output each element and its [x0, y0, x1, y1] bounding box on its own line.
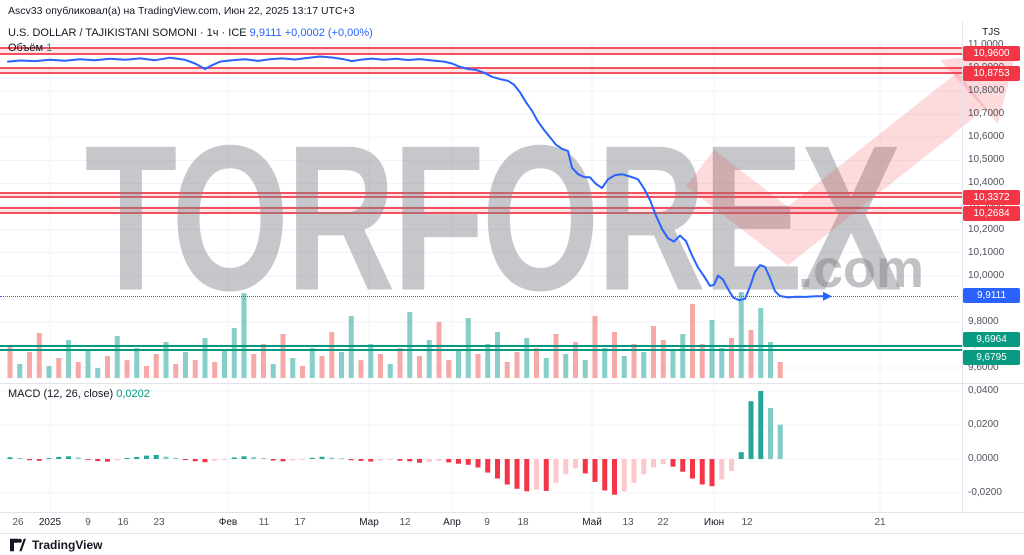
- price-axis-tick: 10,5000: [968, 154, 1005, 166]
- time-axis-divider: [0, 512, 1024, 513]
- price-axis-border: [962, 22, 963, 512]
- time-axis-label: 26: [12, 517, 24, 528]
- price-badge: 10,3372: [963, 189, 1020, 205]
- price-axis-tick: 9,6000: [968, 361, 999, 373]
- price-axis-tick: 10,4000: [968, 177, 1005, 189]
- macd-histogram: [7, 391, 783, 495]
- support-line: [0, 348, 962, 351]
- time-axis-label: 12: [399, 517, 411, 528]
- volume-label: Объём: [8, 42, 44, 54]
- macd-legend: MACD (12, 26, close) 0,0202: [8, 388, 150, 400]
- price-axis-tick: 10,6000: [968, 131, 1005, 143]
- price-badge: 9,6795: [963, 349, 1020, 365]
- macd-axis-tick: 0,0000: [968, 453, 999, 464]
- volume-value: 1: [46, 42, 53, 54]
- time-axis-label: 2025: [38, 517, 62, 528]
- price-badge: 9,6964: [963, 331, 1020, 347]
- time-axis-label: 12: [741, 517, 753, 528]
- time-axis-label: Фев: [218, 517, 238, 528]
- price-change: +0,0002 (+0,00%): [284, 27, 373, 39]
- time-axis-label: 21: [874, 517, 886, 528]
- price-badge: 10,9600: [963, 46, 1020, 62]
- volume-legend: Объём 1: [8, 42, 52, 54]
- footer-bar: TradingView: [0, 533, 1024, 555]
- time-axis-label: 22: [657, 517, 669, 528]
- time-axis-label: 9: [85, 517, 91, 528]
- time-axis-label: Июн: [703, 517, 725, 528]
- time-axis-label: 23: [153, 517, 165, 528]
- macd-axis-tick: -0,0200: [968, 487, 1002, 498]
- price-axis-tick: 10,0000: [968, 269, 1005, 281]
- time-axis-label: 16: [117, 517, 129, 528]
- footer-brand[interactable]: TradingView: [32, 537, 103, 552]
- price-axis-tick: 11,0000: [968, 39, 1004, 50]
- last-price: 9,9111: [249, 27, 282, 39]
- chart-plot-area[interactable]: [0, 22, 962, 512]
- price-axis-tick: 9,8000: [968, 315, 999, 327]
- time-axis-label: Апр: [443, 517, 461, 528]
- pane-divider[interactable]: [0, 383, 1024, 384]
- time-axis-label: Мар: [359, 517, 379, 528]
- symbol-legend: U.S. DOLLAR / TAJIKISTANI SOMONI · 1ч · …: [8, 27, 373, 39]
- time-axis-label: 17: [294, 517, 306, 528]
- macd-axis-tick: 0,0400: [968, 385, 999, 396]
- macd-axis-tick: 0,0200: [968, 419, 999, 430]
- quote-currency-label: TJS: [982, 27, 1000, 38]
- macd-value: 0,0202: [116, 388, 150, 400]
- price-axis-tick: 10,7000: [968, 108, 1005, 120]
- time-axis-label: 18: [517, 517, 529, 528]
- macd-label: MACD (12, 26, close): [8, 388, 114, 400]
- support-line: [0, 344, 962, 347]
- watermark-suffix: .com: [798, 239, 925, 299]
- price-badge: 10,8753: [963, 65, 1020, 81]
- price-badge: 9,9111: [963, 288, 1020, 304]
- tradingview-logo-icon: [10, 538, 26, 551]
- price-axis-tick: 10,2000: [968, 223, 1005, 235]
- time-axis-label: 9: [484, 517, 490, 528]
- time-axis-label: 11: [258, 517, 270, 528]
- resistance-zone: [0, 47, 962, 55]
- price-axis-tick: 10,1000: [968, 246, 1005, 258]
- time-axis-label: Май: [582, 517, 602, 528]
- symbol-title: U.S. DOLLAR / TAJIKISTANI SOMONI · 1ч · …: [8, 27, 247, 39]
- price-axis-tick: 10,8000: [968, 85, 1005, 97]
- price-badge: 10,2684: [963, 205, 1020, 221]
- time-axis-label: 13: [622, 517, 634, 528]
- publish-info: Ascv33 опубликовал(а) на TradingView.com…: [0, 0, 1024, 22]
